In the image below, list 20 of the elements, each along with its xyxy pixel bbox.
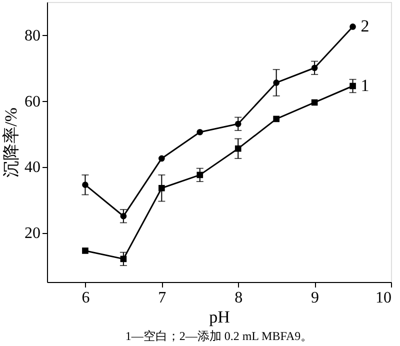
y-tick-label: 80 bbox=[24, 27, 40, 44]
x-tick-label: 10 bbox=[376, 290, 392, 306]
point bbox=[82, 248, 88, 254]
x-tick-label: 7 bbox=[158, 290, 166, 306]
point bbox=[158, 155, 165, 162]
point bbox=[350, 24, 356, 30]
y-tick-label: 20 bbox=[24, 225, 40, 242]
y-tick-label: 60 bbox=[24, 93, 40, 110]
series-label: 1 bbox=[360, 76, 370, 95]
point bbox=[196, 128, 204, 136]
x-tick-label: 8 bbox=[234, 290, 243, 306]
point bbox=[311, 99, 318, 106]
x-tick-label: 6 bbox=[82, 290, 90, 306]
series-label: 2 bbox=[360, 16, 370, 36]
x-tick-label: 9 bbox=[311, 290, 320, 306]
y-axis-title: 沉降率/% bbox=[2, 108, 20, 178]
x-axis-title: pH bbox=[209, 308, 230, 326]
y-tick-label: 40 bbox=[24, 159, 40, 176]
point bbox=[273, 116, 280, 122]
text: 1—空白；2—添加 0.2 mL MBFA9。 bbox=[125, 329, 313, 343]
